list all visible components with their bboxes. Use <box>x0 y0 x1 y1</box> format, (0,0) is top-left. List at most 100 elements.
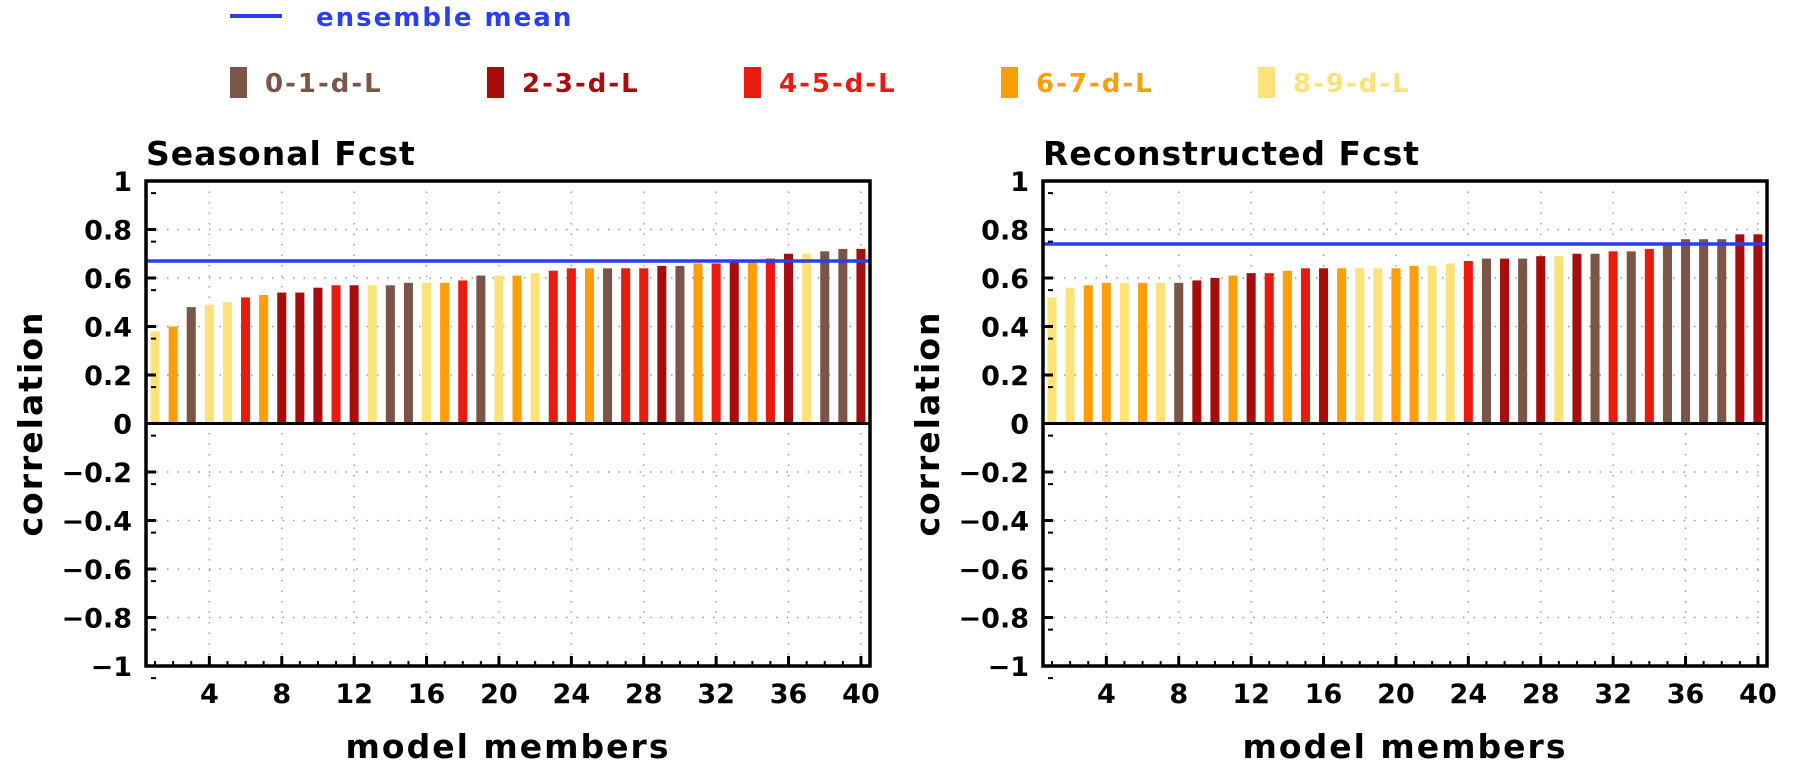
legend-label-g1: 2-3-d-L <box>522 69 640 99</box>
bar-member-26 <box>1500 258 1510 424</box>
x-tick-label: 36 <box>770 679 808 710</box>
bar-member-19 <box>476 275 486 424</box>
bar-member-6 <box>1138 282 1148 424</box>
bar-member-4 <box>1101 282 1111 424</box>
bar-member-37 <box>802 253 812 424</box>
bar-member-2 <box>1065 287 1075 424</box>
bar-member-19 <box>1373 268 1383 424</box>
bar-member-8 <box>277 292 287 424</box>
bar-member-32 <box>1608 251 1618 424</box>
y-tick-label: −0.8 <box>959 604 1029 635</box>
bar-member-5 <box>1119 282 1129 424</box>
y-tick-label: 0.6 <box>84 264 132 295</box>
bar-member-14 <box>385 285 395 424</box>
legend-label-g3: 6-7-d-L <box>1036 69 1154 99</box>
legend-label-g0: 0-1-d-L <box>265 69 383 99</box>
x-tick-label: 28 <box>625 679 663 710</box>
bar-member-7 <box>1156 282 1166 424</box>
bar-member-17 <box>440 282 450 424</box>
bar-member-10 <box>1210 278 1220 424</box>
y-tick-label: 0.8 <box>981 216 1029 247</box>
bar-member-29 <box>1554 256 1564 424</box>
bar-member-27 <box>621 268 631 424</box>
y-tick-label: 0.4 <box>84 313 132 344</box>
bar-member-26 <box>603 268 613 424</box>
bar-member-31 <box>1590 253 1600 424</box>
bar-member-17 <box>1337 268 1347 424</box>
x-tick-label: 36 <box>1667 679 1705 710</box>
bar-member-27 <box>1518 258 1528 424</box>
legend-label-g2: 4-5-d-L <box>779 69 897 99</box>
bar-member-13 <box>1264 273 1274 424</box>
bar-member-18 <box>458 280 468 424</box>
y-tick-label: 0 <box>113 410 132 441</box>
x-tick-label: 20 <box>1377 679 1415 710</box>
y-tick-label: −0.6 <box>62 555 132 586</box>
bar-member-16 <box>422 282 432 424</box>
bar-member-36 <box>784 253 794 424</box>
x-tick-label: 20 <box>480 679 518 710</box>
bar-member-34 <box>747 261 757 424</box>
legend-swatch-g3 <box>1001 67 1018 98</box>
x-tick-label: 24 <box>553 679 591 710</box>
bar-member-21 <box>512 275 522 424</box>
y-tick-label: −1 <box>988 652 1029 683</box>
chart-title: Reconstructed Fcst <box>1043 134 1420 173</box>
x-tick-label: 28 <box>1522 679 1560 710</box>
bar-member-38 <box>1717 239 1727 424</box>
bar-member-4 <box>204 304 214 424</box>
bar-member-38 <box>820 251 830 424</box>
x-axis-label: model members <box>1243 727 1568 765</box>
bar-member-21 <box>1409 265 1419 424</box>
x-tick-label: 24 <box>1450 679 1488 710</box>
bar-member-28 <box>639 268 649 424</box>
bar-member-12 <box>349 285 359 424</box>
bar-member-1 <box>150 331 160 424</box>
bar-member-20 <box>494 275 504 424</box>
bar-member-15 <box>1300 268 1310 424</box>
y-axis-label: correlation <box>11 311 50 537</box>
bar-member-3 <box>1083 285 1093 424</box>
x-tick-label: 16 <box>408 679 446 710</box>
bar-member-23 <box>1445 263 1455 424</box>
y-tick-label: −1 <box>91 652 132 683</box>
x-tick-label: 32 <box>1594 679 1632 710</box>
bar-member-22 <box>530 273 540 424</box>
bar-member-29 <box>657 265 667 424</box>
bar-member-25 <box>1481 258 1491 424</box>
bar-member-31 <box>693 263 703 424</box>
legend-groups: 0-1-d-L 2-3-d-L 4-5-d-L 6-7-d-L 8-9-d-L <box>230 67 1409 99</box>
y-tick-label: 0.6 <box>981 264 1029 295</box>
bar-member-9 <box>1192 280 1202 424</box>
bar-member-35 <box>765 258 775 424</box>
bar-member-2 <box>168 326 178 424</box>
y-tick-label: −0.6 <box>959 555 1029 586</box>
bar-member-12 <box>1246 273 1256 424</box>
bar-member-40 <box>1753 234 1763 424</box>
bar-member-3 <box>186 307 196 424</box>
bar-member-1 <box>1047 297 1057 424</box>
y-tick-label: −0.2 <box>959 458 1029 489</box>
bar-member-13 <box>367 285 377 424</box>
y-tick-label: 0.2 <box>981 361 1029 392</box>
bar-member-22 <box>1427 265 1437 424</box>
bar-member-39 <box>838 248 848 424</box>
bar-member-16 <box>1319 268 1329 424</box>
bar-member-37 <box>1699 239 1709 424</box>
bar-member-15 <box>403 282 413 424</box>
bar-member-7 <box>259 294 269 424</box>
bar-member-34 <box>1644 248 1654 424</box>
x-tick-label: 32 <box>697 679 735 710</box>
y-tick-label: 1 <box>1010 167 1029 198</box>
bar-member-39 <box>1735 234 1745 424</box>
y-tick-label: −0.4 <box>62 507 132 538</box>
bar-member-32 <box>711 263 721 424</box>
x-tick-label: 12 <box>1232 679 1270 710</box>
y-tick-label: −0.2 <box>62 458 132 489</box>
legend-ensemble-mean-label: ensemble mean <box>316 3 573 33</box>
bar-member-30 <box>1572 253 1582 424</box>
bar-member-8 <box>1174 282 1184 424</box>
bar-member-23 <box>548 270 558 424</box>
bar-member-18 <box>1355 268 1365 424</box>
